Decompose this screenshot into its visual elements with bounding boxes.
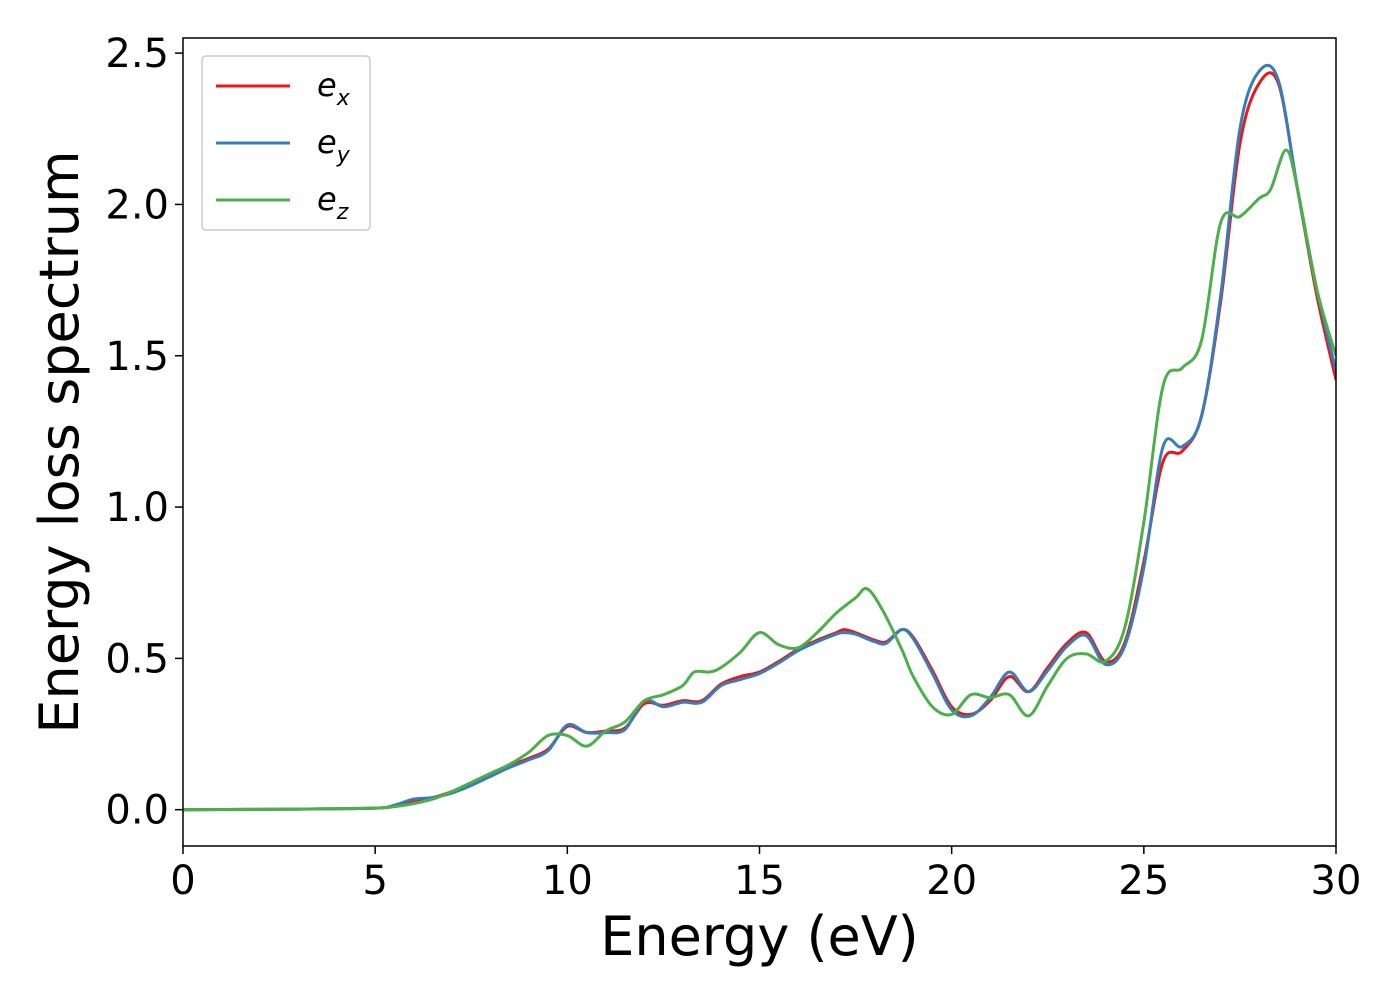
x-tick-label: 20 [926, 858, 977, 904]
legend-label: ey [317, 123, 351, 168]
x-tick-label: 15 [734, 858, 785, 904]
x-tick-label: 30 [1311, 858, 1362, 904]
series-line-ez [183, 148, 1336, 812]
x-tick-label: 0 [170, 858, 195, 904]
y-tick-label: 1.0 [105, 485, 169, 531]
y-tick-label: 1.5 [105, 334, 169, 380]
y-tick-label: 0.0 [105, 788, 169, 834]
x-axis-ticks: 0 5 10 15 20 25 30 [170, 846, 1361, 904]
y-axis-ticks: 0.0 0.5 1.0 1.5 2.0 2.5 [105, 31, 183, 834]
series-line-ey [183, 63, 1336, 812]
legend: ex ey ez [201, 55, 371, 231]
y-tick-label: 2.5 [105, 31, 169, 77]
x-tick-label: 5 [362, 858, 387, 904]
x-tick-label: 25 [1118, 858, 1169, 904]
x-axis-label: Energy (eV) [600, 905, 919, 968]
series-layer [183, 63, 1336, 812]
legend-label: ex [317, 66, 351, 111]
y-tick-label: 0.5 [105, 636, 169, 682]
y-tick-label: 2.0 [105, 182, 169, 228]
x-tick-label: 10 [542, 858, 593, 904]
legend-label: ez [317, 180, 349, 225]
y-axis-label: Energy loss spectrum [28, 150, 91, 733]
